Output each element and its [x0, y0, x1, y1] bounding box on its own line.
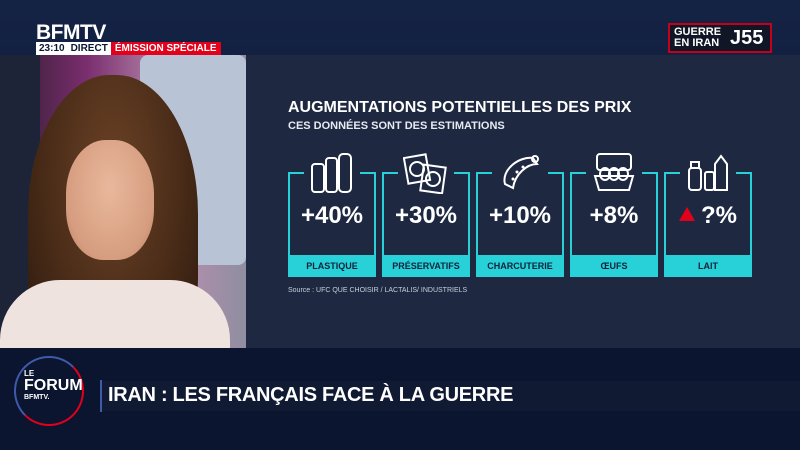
forum-logo-bfmtv: BFMTV. — [24, 394, 50, 401]
live-indicator: DIRECT — [67, 42, 111, 55]
milk-icon — [684, 150, 732, 194]
card-value: ?% — [666, 202, 750, 230]
card-label: LAIT — [664, 255, 752, 277]
guest-camera-feed — [0, 55, 246, 348]
card-value: +8% — [589, 202, 639, 229]
topic-badge-text: GUERRE EN IRAN — [674, 26, 722, 49]
infographic-title: AUGMENTATIONS POTENTIELLES DES PRIX — [288, 99, 632, 116]
source-note: Source : UFC QUE CHOISIR / LACTALIS/ IND… — [288, 287, 468, 294]
forum-logo-le: LE — [24, 369, 35, 378]
topic-badge-day: J55 — [730, 26, 764, 49]
card-label: ŒUFS — [570, 255, 658, 277]
up-triangle-icon — [679, 207, 695, 221]
guest-shirt — [0, 280, 230, 348]
card-label: PLASTIQUE — [288, 255, 376, 277]
infographic-panel: AUGMENTATIONS POTENTIELLES DES PRIX CES … — [246, 55, 800, 348]
card-plastique: +40% PLASTIQUE — [288, 153, 376, 277]
headline: IRAN : LES FRANÇAIS FACE À LA GUERRE — [108, 384, 514, 406]
headline-separator — [100, 380, 102, 412]
program-badge: ÉMISSION SPÉCIALE — [110, 42, 221, 55]
card-label: PRÉSERVATIFS — [382, 255, 470, 277]
card-value: +40% — [300, 202, 364, 229]
egg-carton-icon — [590, 150, 638, 194]
card-value: +30% — [394, 202, 458, 229]
bottles-icon — [308, 150, 356, 194]
forum-logo-forum: FORUM — [24, 377, 83, 394]
clock: 23:10 — [36, 42, 68, 55]
card-value: +10% — [488, 202, 552, 229]
infographic-subtitle: CES DONNÉES SONT DES ESTIMATIONS — [288, 120, 505, 132]
status-bar: 23:10 DIRECT ÉMISSION SPÉCIALE — [36, 42, 221, 55]
price-cards: +40% PLASTIQUE +30% PRÉSERVATIFS +10% CH… — [288, 153, 752, 277]
card-label: CHARCUTERIE — [476, 255, 564, 277]
forum-logo: LE FORUM BFMTV. — [24, 369, 83, 402]
card-value-text: ?% — [701, 202, 737, 229]
guest-face — [66, 140, 154, 260]
channel-logo: BFMTV — [36, 21, 106, 44]
lower-third: LE FORUM BFMTV. IRAN : LES FRANÇAIS FACE… — [0, 348, 800, 450]
forum-logo-ring — [14, 356, 84, 426]
sausage-icon — [496, 150, 544, 194]
card-preservatifs: +30% PRÉSERVATIFS — [382, 153, 470, 277]
topic-badge: GUERRE EN IRAN J55 — [668, 23, 772, 53]
card-charcuterie: +10% CHARCUTERIE — [476, 155, 564, 277]
card-oeufs: +8% ŒUFS — [570, 153, 658, 277]
card-lait: ?% LAIT — [664, 154, 752, 277]
condom-packs-icon — [402, 150, 450, 194]
headline-bar — [100, 381, 800, 411]
